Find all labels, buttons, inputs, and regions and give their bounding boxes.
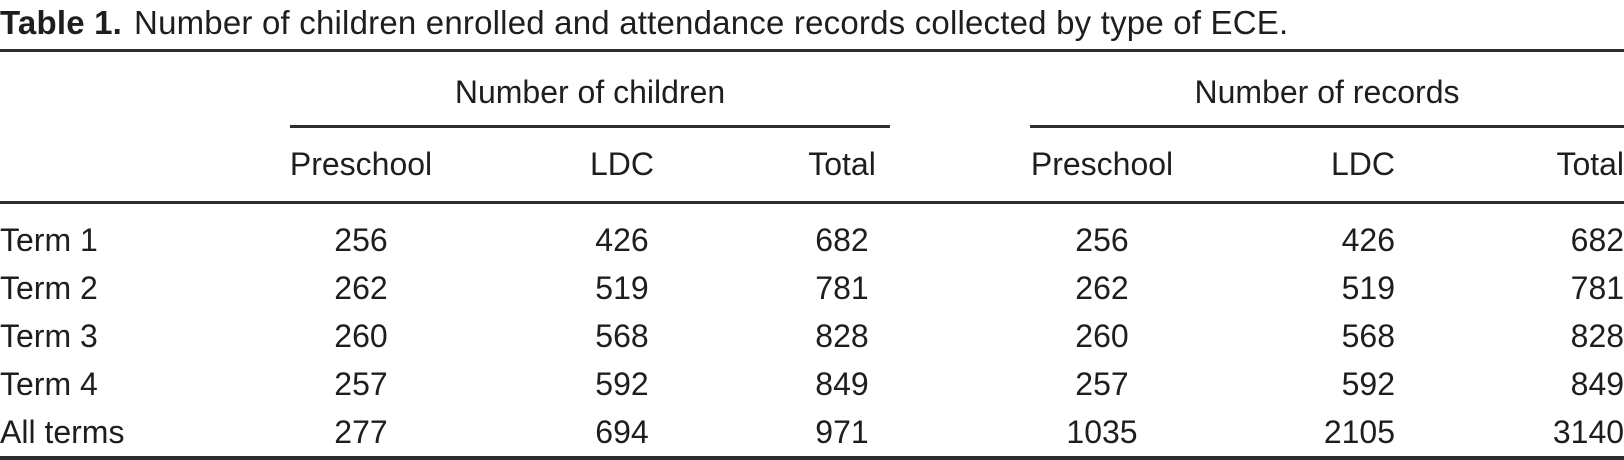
group-header-records: Number of records [992,52,1624,128]
cell-records-preschool: 256 [1075,221,1129,258]
group-gap [912,312,992,360]
cell-children-preschool: 277 [334,413,388,450]
table-row: Term 2 262 519 781 262 519 781 [0,264,1624,312]
ece-enrollment-table: Number of children Number of records Pre… [0,49,1624,460]
table-row: Term 3 260 568 828 260 568 828 [0,312,1624,360]
cell-children-total: 971 [815,413,869,450]
cell-children-ldc: 426 [595,221,649,258]
cell-records-preschool: 260 [1075,317,1129,354]
cell-records-total: 828 [1570,317,1624,354]
group-gap [912,52,992,128]
group-gap [912,360,992,408]
cell-records-ldc: 519 [1341,269,1395,306]
cell-children-ldc: 694 [595,413,649,450]
row-label: All terms [0,413,125,450]
column-header-row: Preschool LDC Total Preschool LDC Total [0,128,1624,204]
corner-spacer [0,128,250,204]
cell-children-preschool: 256 [334,221,388,258]
cell-records-preschool: 262 [1075,269,1129,306]
table-body: Term 1 256 426 682 256 426 682 Term 2 26… [0,204,1624,456]
table-row: Term 4 257 592 849 257 592 849 [0,360,1624,408]
row-label: Term 2 [0,269,98,306]
cell-records-preschool: 257 [1075,365,1129,402]
cell-children-ldc: 592 [595,365,649,402]
group-header-children: Number of children [250,52,912,128]
cell-children-preschool: 262 [334,269,388,306]
group-header-children-label: Number of children [290,74,890,128]
table-caption-text: Number of children enrolled and attendan… [134,4,1289,41]
cell-children-ldc: 568 [595,317,649,354]
cell-records-ldc: 592 [1341,365,1395,402]
cell-children-total: 682 [815,221,869,258]
group-gap [912,128,992,204]
cell-records-preschool: 1035 [1066,413,1138,450]
cell-children-preschool: 260 [334,317,388,354]
cell-records-total: 849 [1570,365,1624,402]
cell-records-ldc: 426 [1341,221,1395,258]
cell-records-total: 682 [1570,221,1624,258]
col-header-records-preschool: Preschool [992,128,1212,204]
cell-children-total: 781 [815,269,869,306]
group-header-row: Number of children Number of records [0,52,1624,128]
cell-records-ldc: 568 [1341,317,1395,354]
row-label: Term 1 [0,221,98,258]
col-header-records-ldc: LDC [1212,128,1395,204]
cell-records-total: 3140 [1552,413,1624,450]
group-header-records-label: Number of records [1030,74,1624,128]
table-row: Term 1 256 426 682 256 426 682 [0,204,1624,264]
cell-children-total: 849 [815,365,869,402]
group-gap [912,408,992,456]
col-header-children-total: Total [772,128,912,204]
group-gap [912,204,992,264]
col-header-records-total: Total [1395,128,1624,204]
table-row: All terms 277 694 971 1035 2105 3140 [0,408,1624,456]
table-header: Number of children Number of records Pre… [0,52,1624,204]
table-caption-label: Table 1. [0,4,123,41]
table-caption: Table 1. Number of children enrolled and … [0,0,1624,49]
cell-records-ldc: 2105 [1323,413,1395,450]
col-header-children-ldc: LDC [472,128,772,204]
corner-spacer [0,52,250,128]
row-label: Term 4 [0,365,98,402]
cell-children-ldc: 519 [595,269,649,306]
group-gap [912,264,992,312]
cell-children-total: 828 [815,317,869,354]
row-label: Term 3 [0,317,98,354]
col-header-children-preschool: Preschool [250,128,472,204]
cell-records-total: 781 [1570,269,1624,306]
cell-children-preschool: 257 [334,365,388,402]
